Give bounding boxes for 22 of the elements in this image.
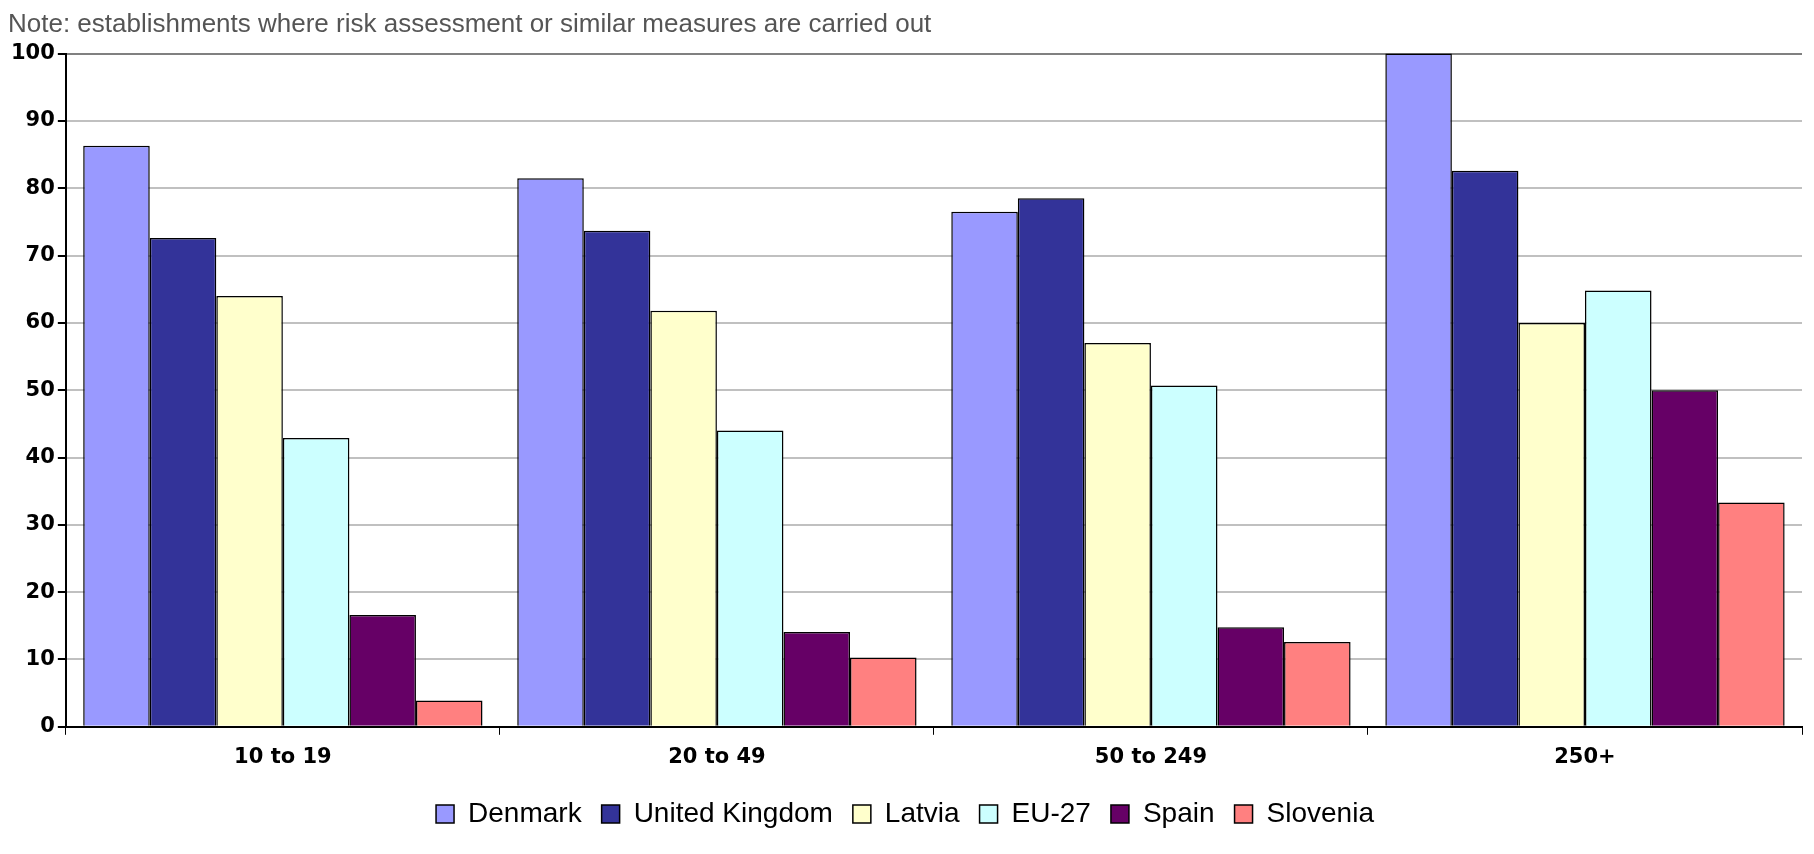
y-tick-label: 30 xyxy=(25,511,55,536)
legend-label: Latvia xyxy=(884,796,960,828)
x-tick-label: 10 to 19 xyxy=(234,743,332,768)
x-tick-label: 20 to 49 xyxy=(668,743,766,768)
y-tick-label: 10 xyxy=(25,645,55,670)
y-tick-label: 90 xyxy=(25,107,55,132)
y-tick-label: 0 xyxy=(40,713,55,738)
legend-label: EU-27 xyxy=(1011,796,1091,828)
legend-label: Slovenia xyxy=(1266,796,1375,828)
y-tick-label: 80 xyxy=(25,174,55,199)
text: Note: establishments where risk assessment or similar measures are carried out xyxy=(8,8,933,38)
x-tick-label: 250+ xyxy=(1554,743,1616,768)
legend-label: Denmark xyxy=(468,796,583,828)
y-tick-label: 50 xyxy=(25,376,55,401)
x-tick-label: 50 to 249 xyxy=(1094,743,1208,768)
y-tick-label: 40 xyxy=(25,443,55,468)
legend-label: United Kingdom xyxy=(633,796,833,828)
y-tick-label: 60 xyxy=(25,309,55,334)
legend-label: Spain xyxy=(1142,796,1215,828)
y-tick-label: 20 xyxy=(25,578,55,603)
y-tick-label: 100 xyxy=(10,40,55,65)
y-tick-label: 70 xyxy=(25,242,55,267)
